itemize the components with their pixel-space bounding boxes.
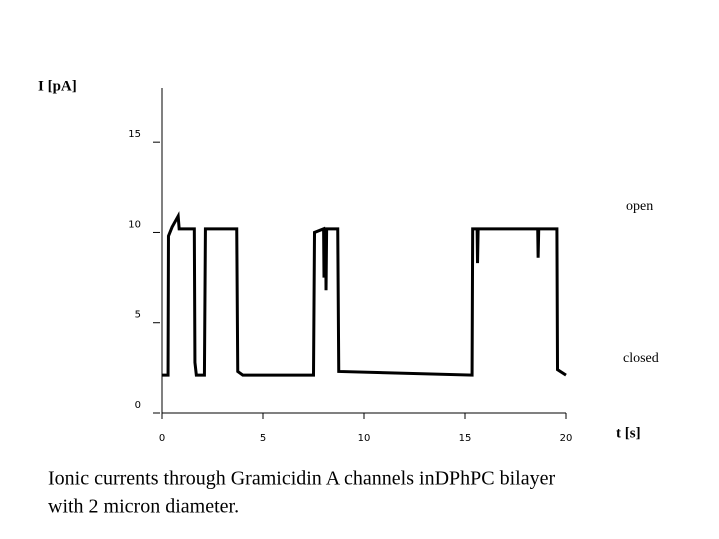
x-axis-label: t [s] [616,425,641,441]
x-tick-label: 5 [260,433,266,444]
y-tick-label: 10 [128,219,141,230]
y-tick-label: 5 [135,310,141,321]
caption: Ionic currents through Gramicidin A chan… [48,468,555,490]
y-axis-label: I [pA] [38,78,77,94]
current-trace [162,211,567,377]
x-tick-label: 15 [459,433,472,444]
x-tick-label: 0 [159,433,165,444]
y-tick-label: 15 [128,129,141,140]
x-tick-label: 10 [358,433,371,444]
y-tick-label: 0 [135,400,141,411]
annotation: open [626,199,653,214]
x-tick-label: 20 [560,433,573,444]
annotation: closed [623,351,659,366]
caption: with 2 micron diameter. [48,496,239,518]
